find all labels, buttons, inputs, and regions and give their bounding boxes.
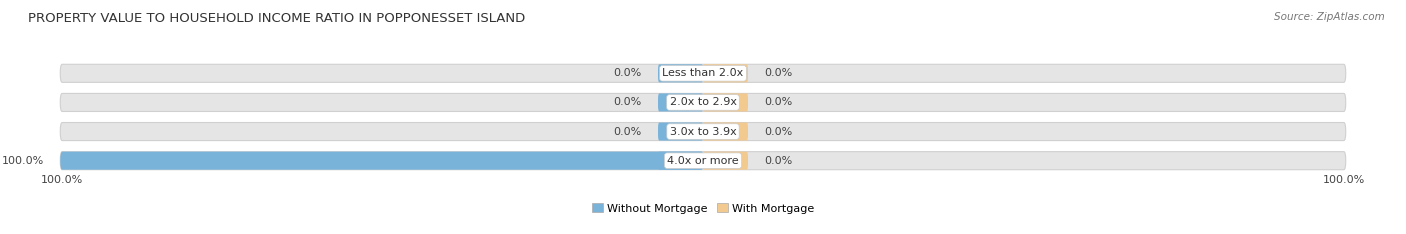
Text: 0.0%: 0.0% <box>763 97 793 107</box>
FancyBboxPatch shape <box>703 64 748 82</box>
FancyBboxPatch shape <box>658 64 703 82</box>
FancyBboxPatch shape <box>60 152 703 170</box>
Text: PROPERTY VALUE TO HOUSEHOLD INCOME RATIO IN POPPONESSET ISLAND: PROPERTY VALUE TO HOUSEHOLD INCOME RATIO… <box>28 12 526 25</box>
Text: 0.0%: 0.0% <box>763 68 793 78</box>
Text: 100.0%: 100.0% <box>1323 176 1365 186</box>
Text: 0.0%: 0.0% <box>613 68 643 78</box>
Text: 4.0x or more: 4.0x or more <box>668 156 738 166</box>
Text: 2.0x to 2.9x: 2.0x to 2.9x <box>669 97 737 107</box>
Text: 0.0%: 0.0% <box>613 127 643 137</box>
FancyBboxPatch shape <box>60 123 1346 141</box>
Text: 100.0%: 100.0% <box>1 156 44 166</box>
FancyBboxPatch shape <box>60 64 1346 82</box>
FancyBboxPatch shape <box>658 93 703 111</box>
Text: 0.0%: 0.0% <box>613 97 643 107</box>
FancyBboxPatch shape <box>60 93 1346 111</box>
FancyBboxPatch shape <box>703 152 748 170</box>
Text: 3.0x to 3.9x: 3.0x to 3.9x <box>669 127 737 137</box>
Text: Less than 2.0x: Less than 2.0x <box>662 68 744 78</box>
FancyBboxPatch shape <box>658 152 703 170</box>
FancyBboxPatch shape <box>60 152 1346 170</box>
Text: Source: ZipAtlas.com: Source: ZipAtlas.com <box>1274 12 1385 22</box>
Text: 0.0%: 0.0% <box>763 127 793 137</box>
FancyBboxPatch shape <box>658 123 703 141</box>
Text: 100.0%: 100.0% <box>41 176 83 186</box>
FancyBboxPatch shape <box>703 93 748 111</box>
Legend: Without Mortgage, With Mortgage: Without Mortgage, With Mortgage <box>592 203 814 214</box>
FancyBboxPatch shape <box>703 123 748 141</box>
Text: 0.0%: 0.0% <box>763 156 793 166</box>
